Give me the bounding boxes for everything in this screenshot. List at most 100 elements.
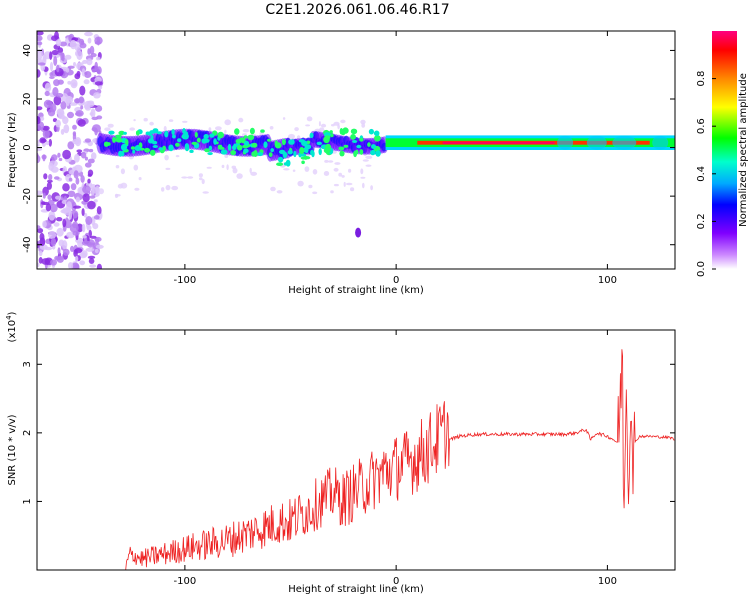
noise-blob <box>68 177 73 182</box>
noise-blob <box>86 58 93 66</box>
noise-blob <box>87 173 92 177</box>
speckle <box>338 172 343 177</box>
snr-frame <box>36 329 676 571</box>
noise-blob <box>91 116 99 121</box>
band-blob <box>130 146 136 150</box>
band-blob <box>213 138 217 145</box>
noise-blob <box>54 176 60 180</box>
noise-blob <box>49 76 55 79</box>
noise-blob <box>60 101 67 110</box>
noise-blob <box>37 31 44 36</box>
noise-blob <box>72 124 77 130</box>
noise-blob <box>87 178 91 184</box>
noise-blob <box>84 138 92 143</box>
band-blob <box>168 144 174 152</box>
noise-blob <box>96 56 101 61</box>
noise-blob <box>84 162 92 168</box>
xtick-label: 0 <box>393 576 399 587</box>
noise-blob <box>95 244 104 249</box>
band-blob <box>298 139 305 143</box>
noise-blob <box>81 240 91 246</box>
band-blob <box>204 138 210 143</box>
noise-blob <box>87 200 96 210</box>
noise-blob <box>82 235 87 239</box>
noise-blob <box>81 223 86 233</box>
noise-blob <box>76 149 83 153</box>
ytick-label: 20 <box>22 93 33 106</box>
band-blob <box>209 133 215 138</box>
band-blob <box>368 128 374 135</box>
noise-blob <box>68 262 74 269</box>
noise-blob <box>62 248 70 256</box>
noise-blob <box>62 218 67 228</box>
noise-blob <box>48 138 52 147</box>
noise-blob <box>84 71 88 75</box>
speckle <box>181 176 188 179</box>
noise-blob <box>49 160 58 167</box>
band-blob <box>277 156 284 163</box>
speckle <box>292 169 296 172</box>
noise-blob <box>63 124 70 134</box>
cbar-tick-label: 0.0 <box>696 261 707 277</box>
noise-blob <box>50 259 57 266</box>
band-blob <box>352 140 358 143</box>
band-blob <box>367 142 371 147</box>
speckle <box>182 120 188 123</box>
noise-blob <box>68 210 73 220</box>
speckle <box>133 164 139 171</box>
speckle <box>115 194 121 197</box>
noise-blob <box>39 116 45 122</box>
noise-blob <box>54 31 59 40</box>
noise-blob <box>70 245 75 252</box>
band-blob <box>152 145 158 148</box>
band-blob <box>135 130 140 136</box>
noise-blob <box>77 240 84 248</box>
noise-blob <box>87 158 95 164</box>
speckle <box>171 185 179 191</box>
speckle <box>308 184 313 189</box>
noise-blob <box>75 112 82 116</box>
band-blob <box>123 131 127 135</box>
band-blob <box>194 131 198 138</box>
noise-blob <box>65 217 69 221</box>
noise-blob <box>57 79 64 85</box>
band-blob <box>371 144 376 149</box>
speckle <box>208 127 212 132</box>
noise-blob <box>48 211 56 221</box>
speckle <box>297 180 304 187</box>
cbar-tick-label: 0.4 <box>696 166 707 182</box>
noise-blob <box>67 80 72 85</box>
speckle <box>232 167 238 174</box>
isolated-blob <box>355 227 362 238</box>
noise-blob <box>89 235 97 239</box>
speckle <box>324 159 329 163</box>
noise-blob <box>93 92 101 99</box>
noise-blob <box>42 125 50 131</box>
speckle <box>270 186 276 192</box>
speckle <box>175 155 180 158</box>
speckle <box>361 123 366 128</box>
speckle <box>226 164 229 171</box>
noise-blob <box>65 98 70 107</box>
band-blob <box>304 156 311 160</box>
noise-blob <box>51 49 59 56</box>
noise-blob <box>48 174 53 181</box>
noise-blob <box>95 185 100 193</box>
band-blob <box>144 147 151 153</box>
band-blob <box>217 131 224 139</box>
band-blob <box>106 142 111 146</box>
noise-blob <box>44 246 53 251</box>
band-blob <box>172 134 176 139</box>
noise-blob <box>74 153 80 163</box>
noise-blob <box>76 50 83 61</box>
colorbar-gradient <box>712 31 737 269</box>
band-blob <box>134 146 142 152</box>
noise-blob <box>49 203 58 213</box>
band-blob <box>339 128 344 135</box>
noise-blob <box>37 225 41 230</box>
band-blob <box>263 141 268 148</box>
noise-blob <box>45 140 50 146</box>
noise-blob <box>43 99 53 109</box>
speckle <box>365 164 372 167</box>
noise-blob <box>72 138 80 145</box>
